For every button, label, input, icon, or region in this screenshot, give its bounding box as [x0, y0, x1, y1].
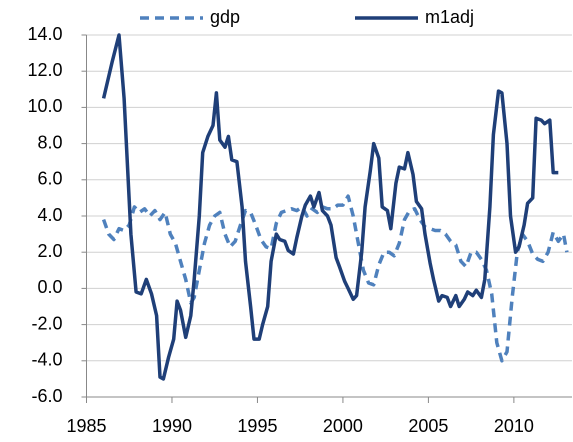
y-tick-label: -2.0 — [31, 313, 62, 333]
x-tick-label: 1995 — [237, 416, 277, 436]
y-tick-label: 4.0 — [37, 205, 62, 225]
x-tick-label: 1990 — [152, 416, 192, 436]
series-line — [101, 194, 569, 363]
x-tick-label: 2005 — [408, 416, 448, 436]
y-tick-label: -4.0 — [31, 350, 62, 370]
y-tick-label: 14.0 — [27, 24, 62, 44]
legend-label: m1adj — [425, 7, 474, 27]
y-tick-label: 0.0 — [37, 277, 62, 297]
x-tick-label: 1985 — [66, 416, 106, 436]
y-tick-label: 8.0 — [37, 132, 62, 152]
legend-label: gdp — [210, 7, 240, 27]
x-tick-label: 2010 — [494, 416, 534, 436]
y-tick-label: 6.0 — [37, 169, 62, 189]
y-tick-label: 12.0 — [27, 60, 62, 80]
x-tick-label: 2000 — [323, 416, 363, 436]
y-tick-label: 10.0 — [27, 96, 62, 116]
series-line — [101, 33, 559, 381]
y-tick-label: -6.0 — [31, 386, 62, 406]
y-tick-label: 2.0 — [37, 241, 62, 261]
